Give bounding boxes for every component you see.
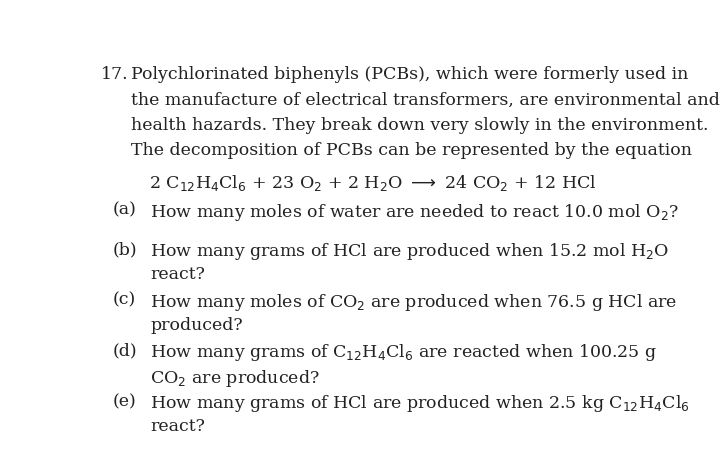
Text: (b): (b) — [112, 241, 137, 258]
Text: produced?: produced? — [150, 317, 243, 334]
Text: The decomposition of PCBs can be represented by the equation: The decomposition of PCBs can be represe… — [132, 143, 692, 159]
Text: the manufacture of electrical transformers, are environmental and: the manufacture of electrical transforme… — [132, 92, 720, 109]
Text: How many moles of CO$_2$ are produced when 76.5 g HCl are: How many moles of CO$_2$ are produced wh… — [150, 292, 678, 313]
Text: Polychlorinated biphenyls (PCBs), which were formerly used in: Polychlorinated biphenyls (PCBs), which … — [132, 66, 688, 83]
Text: (e): (e) — [112, 393, 136, 410]
Text: health hazards. They break down very slowly in the environment.: health hazards. They break down very slo… — [132, 117, 709, 134]
Text: CO$_2$ are produced?: CO$_2$ are produced? — [150, 368, 320, 389]
Text: react?: react? — [150, 419, 205, 436]
Text: (d): (d) — [112, 342, 137, 359]
Text: (c): (c) — [112, 292, 135, 308]
Text: How many moles of water are needed to react 10.0 mol O$_2$?: How many moles of water are needed to re… — [150, 202, 679, 223]
Text: How many grams of C$_{12}$H$_4$Cl$_6$ are reacted when 100.25 g: How many grams of C$_{12}$H$_4$Cl$_6$ ar… — [150, 342, 657, 364]
Text: How many grams of HCl are produced when 2.5 kg C$_{12}$H$_4$Cl$_6$: How many grams of HCl are produced when … — [150, 393, 690, 414]
Text: How many grams of HCl are produced when 15.2 mol H$_2$O: How many grams of HCl are produced when … — [150, 241, 669, 262]
Text: react?: react? — [150, 267, 205, 283]
Text: (a): (a) — [112, 202, 136, 219]
Text: 2 C$_{12}$H$_4$Cl$_6$ + 23 O$_2$ + 2 H$_2$O $\longrightarrow$ 24 CO$_2$ + 12 HCl: 2 C$_{12}$H$_4$Cl$_6$ + 23 O$_2$ + 2 H$_… — [149, 173, 596, 193]
Text: 17.: 17. — [101, 66, 129, 83]
